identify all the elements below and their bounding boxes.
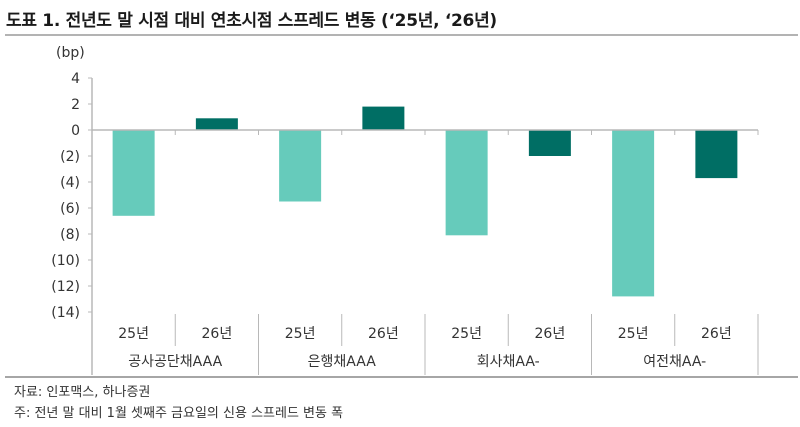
y-tick-label: (8) bbox=[60, 227, 80, 243]
y-tick-label: 2 bbox=[71, 97, 80, 113]
y-tick-label: (4) bbox=[60, 175, 80, 191]
bar-은행채AAA-25년 bbox=[279, 130, 322, 202]
bar-공사공단채AAA-25년 bbox=[112, 130, 155, 216]
source-note: 자료: 인포맥스, 하나증권 bbox=[14, 385, 151, 400]
y-tick-label: 0 bbox=[71, 123, 80, 139]
x-subcategory-label: 26년 bbox=[535, 326, 566, 342]
x-subcategory-label: 25년 bbox=[285, 326, 316, 342]
x-group-label: 회사채AA- bbox=[477, 354, 540, 370]
bar-공사공단채AAA-26년 bbox=[195, 118, 238, 130]
x-subcategory-label: 25년 bbox=[451, 326, 482, 342]
x-subcategory-label: 25년 bbox=[118, 326, 149, 342]
chart-title: 도표 1. 전년도 말 시점 대비 연초시점 스프레드 변동 (‘25년, ‘2… bbox=[6, 11, 497, 31]
bar-회사채AA--26년 bbox=[528, 130, 571, 156]
bar-여전채AA--26년 bbox=[695, 130, 738, 179]
x-group-label: 여전채AA- bbox=[643, 354, 706, 370]
y-axis-unit-label: (bp) bbox=[56, 45, 85, 61]
y-tick-label: 4 bbox=[71, 71, 80, 87]
x-group-label: 공사공단채AAA bbox=[128, 354, 222, 370]
bottom-divider bbox=[5, 376, 798, 378]
x-subcategory-label: 25년 bbox=[618, 326, 649, 342]
y-tick-label: (14) bbox=[51, 305, 80, 321]
x-subcategory-label: 26년 bbox=[701, 326, 732, 342]
title-divider bbox=[5, 34, 798, 36]
footnote: 주: 전년 말 대비 1월 셋째주 금요일의 신용 스프레드 변동 폭 bbox=[14, 406, 344, 421]
y-tick-label: (6) bbox=[60, 201, 80, 217]
bar-회사채AA--25년 bbox=[445, 130, 488, 236]
y-tick-label: (12) bbox=[51, 279, 80, 295]
y-tick-label: (10) bbox=[51, 253, 80, 269]
bar-여전채AA--25년 bbox=[612, 130, 655, 297]
x-subcategory-label: 26년 bbox=[368, 326, 399, 342]
y-tick-label: (2) bbox=[60, 149, 80, 165]
x-subcategory-label: 26년 bbox=[202, 326, 233, 342]
bar-은행채AAA-26년 bbox=[362, 106, 405, 130]
x-group-label: 은행채AAA bbox=[308, 354, 377, 370]
